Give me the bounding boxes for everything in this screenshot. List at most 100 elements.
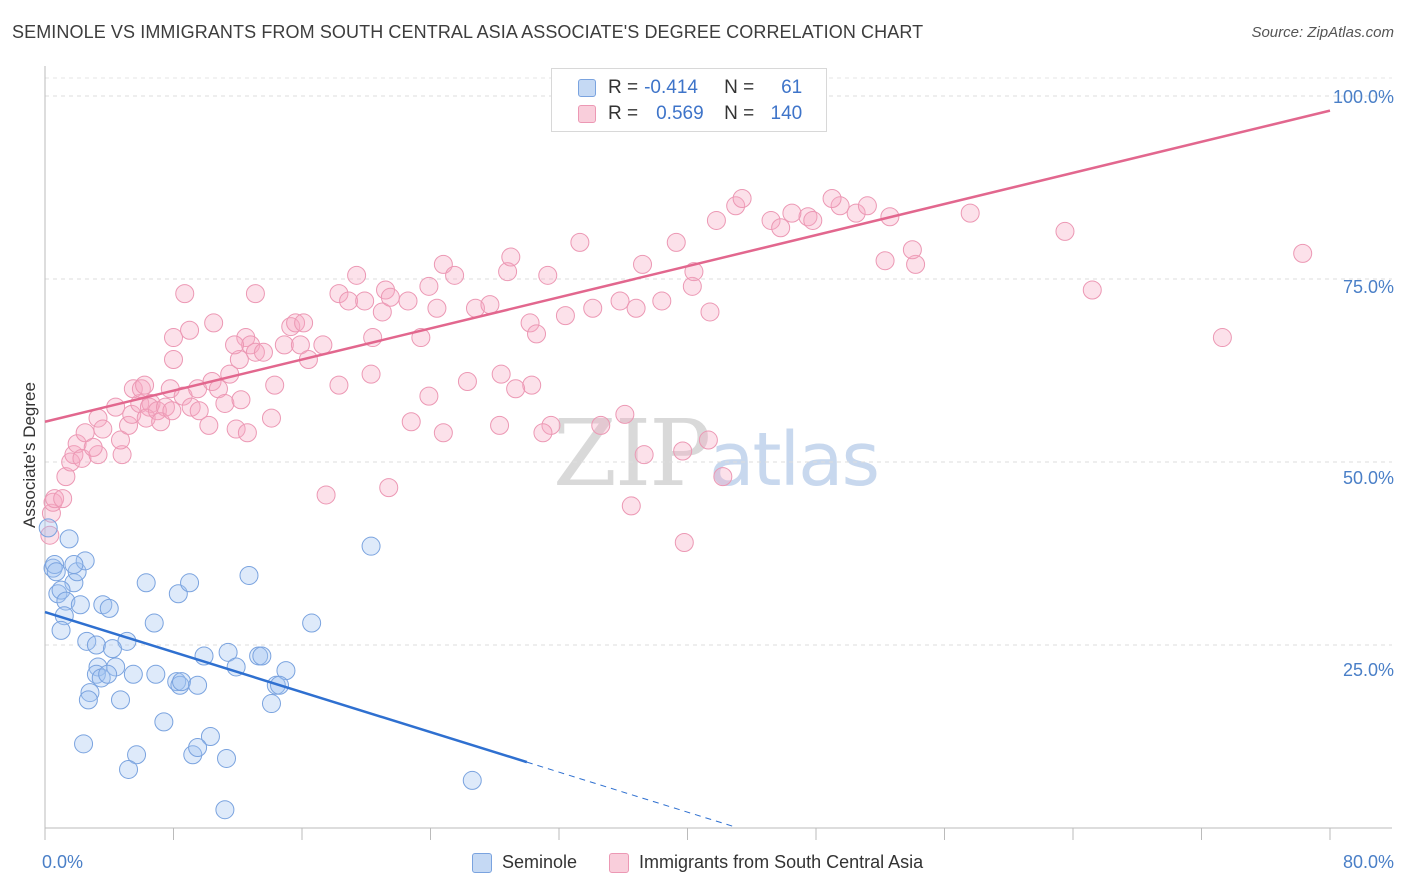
seminole-point xyxy=(252,646,272,666)
legend-n-label: N = xyxy=(724,103,755,124)
legend-item-seminole[interactable]: Seminole xyxy=(472,852,577,873)
x-tick-label-min: 0.0% xyxy=(42,852,84,872)
legend-item-immigrants[interactable]: Immigrants from South Central Asia xyxy=(609,852,923,873)
watermark-atlas: atlas xyxy=(709,417,880,503)
legend-row-immigrants: R = 0.569 N = 140 xyxy=(578,102,802,126)
immigrants-point xyxy=(626,298,646,318)
seminole-point xyxy=(98,664,118,684)
immigrants-point xyxy=(490,415,510,435)
immigrants-point xyxy=(347,265,367,285)
immigrants-point xyxy=(229,350,249,370)
immigrants-trend-line xyxy=(44,109,1331,423)
immigrants-point xyxy=(215,393,235,413)
immigrants-legend-swatch xyxy=(609,852,630,873)
immigrants-point xyxy=(491,364,511,384)
watermark: ZIPatlas xyxy=(553,400,880,507)
immigrants-point xyxy=(231,390,251,410)
immigrants-point xyxy=(119,415,139,435)
immigrants-point xyxy=(398,291,418,311)
immigrants-point xyxy=(110,430,130,450)
immigrants-point xyxy=(902,240,922,260)
immigrants-point xyxy=(265,375,285,395)
immigrants-point xyxy=(506,379,526,399)
immigrants-point xyxy=(522,375,542,395)
seminole-point xyxy=(239,565,259,585)
seminole-point xyxy=(106,657,126,677)
y-tick-label-25: 25.0% xyxy=(1342,660,1394,680)
immigrants-point xyxy=(457,371,477,391)
seminole-point xyxy=(46,562,66,582)
immigrants-point xyxy=(732,188,752,208)
immigrants-point xyxy=(83,437,103,457)
seminole-point xyxy=(74,734,94,754)
seminole-point xyxy=(136,573,156,593)
immigrants-point xyxy=(634,445,654,465)
seminole-point xyxy=(188,675,208,695)
immigrants-point xyxy=(261,408,281,428)
immigrants-point xyxy=(533,423,553,443)
legend-label-immigrants: Immigrants from South Central Asia xyxy=(639,852,924,872)
immigrants-point xyxy=(339,291,359,311)
seminole-point xyxy=(215,800,235,820)
seminole-point xyxy=(59,529,79,549)
immigrants-point xyxy=(136,408,156,428)
immigrants-point xyxy=(225,335,245,355)
immigrants-swatch xyxy=(578,105,596,123)
immigrants-point xyxy=(782,203,802,223)
immigrants-point xyxy=(1212,328,1232,348)
immigrants-point xyxy=(433,423,453,443)
immigrants-point xyxy=(355,291,375,311)
immigrants-point xyxy=(527,324,547,344)
immigrants-point xyxy=(123,379,143,399)
seminole-point xyxy=(51,620,71,640)
seminole-point xyxy=(180,573,200,593)
immigrants-point xyxy=(45,489,65,509)
immigrants-point xyxy=(40,525,60,545)
seminole-point xyxy=(75,551,95,571)
seminole-point xyxy=(110,690,130,710)
seminole-point xyxy=(78,690,98,710)
immigrants-point xyxy=(286,313,306,333)
seminole-trend-extension xyxy=(526,761,736,828)
immigrants-point xyxy=(501,247,521,267)
immigrants-point xyxy=(700,302,720,322)
legend-n-label: N = xyxy=(724,77,755,98)
seminole-point xyxy=(154,712,174,732)
immigrants-point xyxy=(329,375,349,395)
seminole-point xyxy=(51,580,71,600)
immigrants-point xyxy=(706,210,726,230)
immigrants-point xyxy=(53,489,73,509)
legend-n-value: 61 xyxy=(781,77,803,98)
immigrants-point xyxy=(761,210,781,230)
immigrants-point xyxy=(555,306,575,326)
seminole-point xyxy=(64,554,84,574)
seminole-point xyxy=(123,664,143,684)
watermark-zip: ZIP xyxy=(553,400,711,507)
seminole-swatch xyxy=(578,79,596,97)
immigrants-point xyxy=(822,188,842,208)
seminole-point xyxy=(200,727,220,746)
immigrants-point xyxy=(713,467,733,487)
immigrants-point xyxy=(830,196,850,216)
immigrants-point xyxy=(726,196,746,216)
immigrants-point xyxy=(164,350,183,370)
y-tick-label-75: 75.0% xyxy=(1342,277,1394,297)
immigrants-point xyxy=(122,404,142,424)
immigrants-point xyxy=(771,218,791,238)
seminole-point xyxy=(93,595,113,615)
immigrants-point xyxy=(419,386,439,406)
immigrants-point xyxy=(615,404,635,424)
immigrants-point xyxy=(112,445,132,465)
seminole-point xyxy=(302,613,322,633)
immigrants-point xyxy=(684,262,704,282)
immigrants-point xyxy=(906,254,926,274)
immigrants-point xyxy=(164,328,183,348)
seminole-point xyxy=(188,737,208,757)
x-tick-label-max: 80.0% xyxy=(1342,852,1394,872)
legend-r-label: R = xyxy=(608,103,639,124)
seminole-point xyxy=(261,694,281,714)
immigrants-point xyxy=(1055,221,1075,241)
seminole-point xyxy=(91,668,111,688)
source-label: Source: ZipAtlas.com xyxy=(1251,24,1394,41)
seminole-point xyxy=(70,595,90,615)
